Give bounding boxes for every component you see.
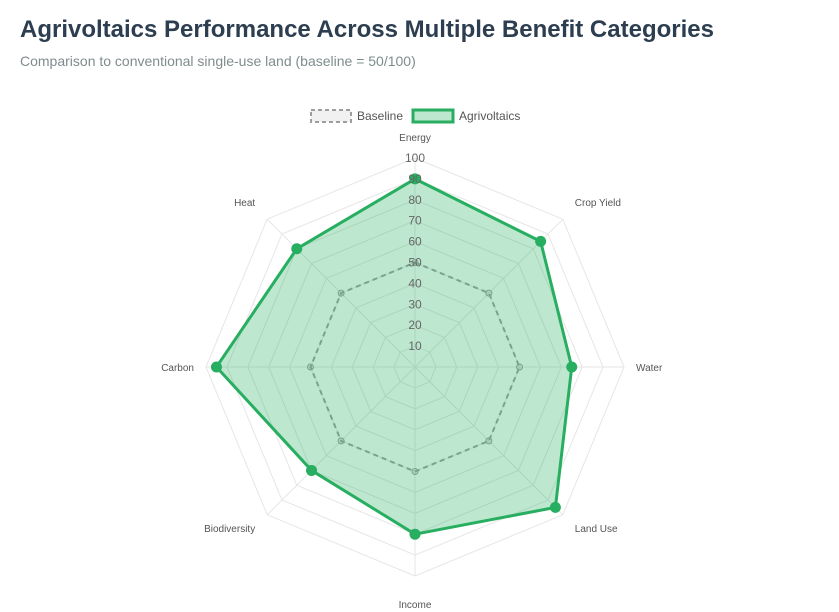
agrivoltaics-point-energy[interactable] xyxy=(409,173,421,185)
axis-label-energy: Energy xyxy=(399,133,431,144)
tick-label: 10 xyxy=(408,339,422,353)
chart-subtitle: Comparison to conventional single-use la… xyxy=(20,53,416,69)
axis-label-water: Water xyxy=(636,363,663,374)
baseline-point-water[interactable] xyxy=(516,363,523,371)
baseline-point-land-use[interactable] xyxy=(485,437,493,445)
tick-label: 50 xyxy=(408,256,422,270)
baseline-point-energy[interactable] xyxy=(411,259,419,266)
radar-grid xyxy=(205,157,625,577)
axis-labels: Energy Crop Yield Water Land Use Income Biodi… xyxy=(161,133,663,611)
tick-label: 30 xyxy=(408,297,422,311)
legend-swatch-agrivoltaics[interactable] xyxy=(411,108,455,124)
chart-title: Agrivoltaics Performance Across Multiple… xyxy=(20,16,714,43)
agrivoltaics-point-crop-yield[interactable] xyxy=(535,235,547,247)
radial-ticks: 10 20 30 40 50 60 70 80 90 100 xyxy=(405,151,425,353)
agrivoltaics-point-biodiversity[interactable] xyxy=(306,464,318,476)
radar-series xyxy=(210,173,578,540)
baseline-point-income[interactable] xyxy=(411,468,419,475)
agrivoltaics-point-heat[interactable] xyxy=(291,243,303,255)
baseline-area xyxy=(309,261,521,473)
tick-label: 100 xyxy=(405,151,425,165)
baseline-point-heat[interactable] xyxy=(337,289,345,297)
baseline-point-crop-yield[interactable] xyxy=(485,289,493,297)
tick-label: 70 xyxy=(408,214,422,228)
agrivoltaics-point-water[interactable] xyxy=(566,361,578,373)
legend-label-baseline[interactable]: Baseline xyxy=(357,109,403,123)
axis-spoke xyxy=(414,366,564,516)
axis-label-income: Income xyxy=(399,600,432,611)
axis-label-crop-yield: Crop Yield xyxy=(575,198,621,209)
tick-label: 20 xyxy=(408,318,422,332)
legend: Baseline Agrivoltaics xyxy=(310,108,520,124)
baseline-point-carbon[interactable] xyxy=(307,363,314,371)
tick-label: 90 xyxy=(408,172,422,186)
baseline-point-biodiversity[interactable] xyxy=(337,437,345,445)
legend-label-agrivoltaics[interactable]: Agrivoltaics xyxy=(459,109,520,123)
axis-label-heat: Heat xyxy=(234,198,255,209)
tick-label: 80 xyxy=(408,193,422,207)
agrivoltaics-point-land-use[interactable] xyxy=(549,501,561,513)
agrivoltaics-point-income[interactable] xyxy=(409,528,421,540)
legend-swatch-baseline[interactable] xyxy=(310,109,352,123)
agrivoltaics-area xyxy=(214,177,574,536)
axis-label-carbon: Carbon xyxy=(161,363,194,374)
tick-label: 60 xyxy=(408,235,422,249)
axis-label-biodiversity: Biodiversity xyxy=(204,524,255,535)
agrivoltaics-point-carbon[interactable] xyxy=(210,361,222,373)
axis-label-land-use: Land Use xyxy=(575,524,618,535)
tick-label: 40 xyxy=(408,276,422,290)
